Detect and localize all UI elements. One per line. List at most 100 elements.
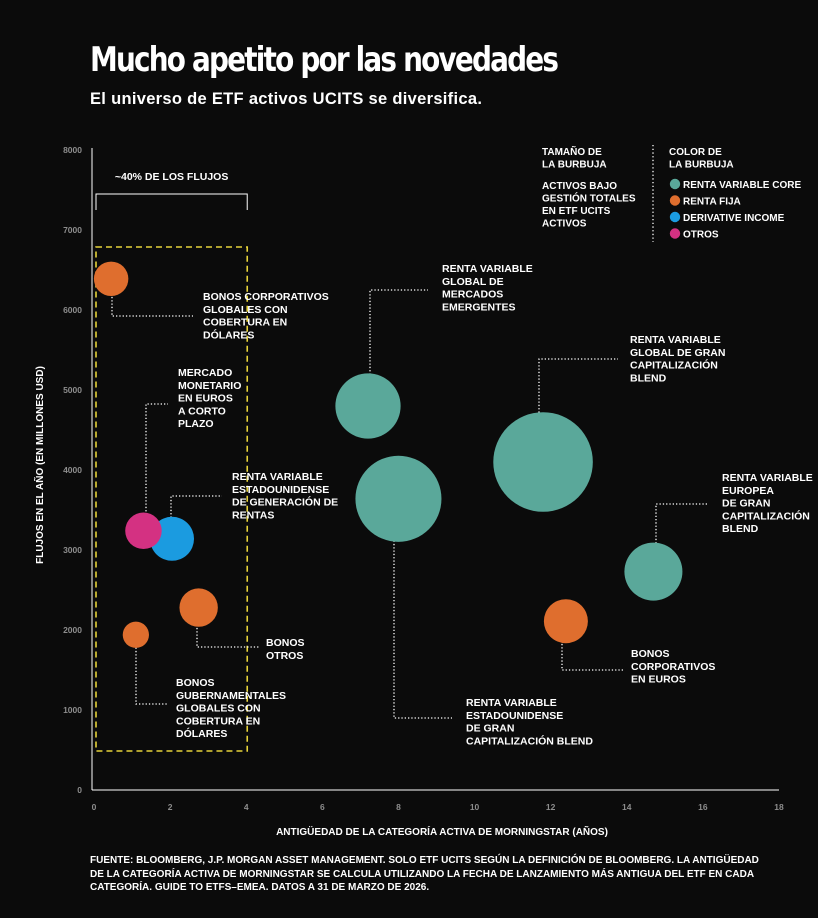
legend-size-description: ACTIVOS [542, 219, 587, 230]
bubble [355, 455, 442, 542]
x-tick-labels: 0 2 4 6 8 10 12 14 16 18 [92, 802, 784, 812]
bubble-label: PLAZO [178, 418, 214, 430]
x-tick-label: 8 [396, 802, 401, 812]
bubble-label: RENTA VARIABLE [466, 697, 557, 709]
bubble [493, 412, 593, 512]
y-axis-title: FLUJOS EN EL AÑO (EN MILLONES USD) [33, 366, 46, 564]
bubble-label: GLOBALES CON [203, 304, 288, 316]
bubble-label: EN EUROS [178, 393, 233, 405]
highlight-rect [95, 246, 249, 752]
leader-lines [111, 287, 708, 719]
bubble [122, 621, 149, 648]
y-tick-label: 6000 [63, 305, 82, 315]
x-tick-label: 16 [698, 802, 708, 812]
bubble-label: MONETARIO [178, 380, 241, 392]
x-axis-title: ANTIGÜEDAD DE LA CATEGORÍA ACTIVA DE MOR… [276, 825, 608, 838]
bubble [179, 588, 218, 627]
bracket-line [95, 193, 248, 210]
leader-line [135, 641, 168, 705]
bubble-label: MERCADO [178, 367, 232, 379]
bubble [335, 373, 401, 439]
leader-line [145, 403, 168, 518]
y-tick-label: 7000 [63, 225, 82, 235]
leader-line [655, 503, 708, 550]
legend-color-heading: COLOR DE [669, 147, 722, 158]
bubble-label: DE GRAN [466, 723, 514, 735]
bubble-label: RENTA VARIABLE [630, 334, 721, 346]
bubble-label: RENTA VARIABLE [722, 472, 813, 484]
bubble-label: BLEND [630, 372, 667, 384]
bubble-label: ESTADOUNIDENSE [466, 710, 563, 722]
x-tick-label: 0 [92, 802, 97, 812]
legend-size-description: EN ETF UCITS [542, 206, 611, 217]
bracket-label: ~40% DE LOS FLUJOS [115, 171, 229, 183]
bubble [624, 542, 683, 601]
y-tick-label: 2000 [63, 625, 82, 635]
legend-item-label: DERIVATIVE INCOME [683, 213, 785, 224]
flows-bracket: ~40% DE LOS FLUJOS [95, 171, 248, 210]
y-tick-label: 8000 [63, 145, 82, 155]
y-tick-labels: 0 1000 2000 3000 4000 5000 6000 7000 8000 [63, 145, 82, 795]
bubble-label: BONOS [176, 677, 215, 689]
bubble-label: BLEND [722, 523, 759, 535]
legend-swatch [669, 195, 681, 206]
x-tick-label: 12 [546, 802, 556, 812]
leader-line [111, 287, 193, 317]
bubble-label: DE GENERACIÓN DE [232, 496, 338, 509]
bubble-label: DE GRAN [722, 498, 770, 510]
bubble-label: COBERTURA EN [176, 715, 260, 727]
legend-item-label: RENTA FIJA [683, 197, 741, 208]
bubble-label: DÓLARES [176, 727, 227, 740]
bubble-label: EN EUROS [631, 674, 686, 686]
bubble-label: CAPITALIZACIÓN [722, 509, 810, 522]
bubble-label: COBERTURA EN [203, 317, 287, 329]
bubble-label: A CORTO [178, 405, 226, 417]
source-line: CATEGORÍA. GUIDE TO ETFS–EMEA. DATOS A 3… [90, 882, 430, 893]
bubble-label: EMERGENTES [442, 301, 516, 313]
legend-size-heading: TAMAÑO DE [542, 145, 602, 158]
y-tick-label: 4000 [63, 465, 82, 475]
chart-title: Mucho apetito por las novedades [90, 40, 559, 80]
bubble-label: RENTAS [232, 509, 274, 521]
legend-item-label: RENTA VARIABLE CORE [683, 180, 801, 191]
bubble-label: RENTA VARIABLE [442, 263, 533, 275]
bubble [543, 599, 588, 644]
legend-swatch [669, 211, 681, 223]
legend-swatch [669, 178, 681, 190]
leader-line [393, 534, 452, 719]
bubble [125, 512, 162, 550]
bubble-label: MERCADOS [442, 289, 503, 301]
chart-axes [91, 148, 779, 791]
bubble-label: CAPITALIZACIÓN [630, 359, 718, 372]
y-tick-label: 3000 [63, 545, 82, 555]
x-tick-label: 2 [168, 802, 173, 812]
bubble-label: RENTA VARIABLE [232, 471, 323, 483]
legend-size-description: GESTIÓN TOTALES [542, 192, 636, 205]
y-tick-label: 0 [77, 785, 82, 795]
bubble [93, 261, 129, 297]
bubble-label: BONOS CORPORATIVOS [203, 291, 329, 303]
legend-size-heading: LA BURBUJA [542, 160, 607, 171]
leader-line [170, 495, 222, 521]
x-tick-label: 10 [470, 802, 480, 812]
bubble-label: BONOS [631, 648, 670, 660]
chart-subtitle: El universo de ETF activos UCITS se dive… [90, 90, 483, 108]
bubble-label: CAPITALIZACIÓN BLEND [466, 734, 593, 747]
bubble-label: ESTADOUNIDENSE [232, 484, 329, 496]
bubbles [93, 261, 683, 648]
leader-line [538, 358, 618, 416]
x-tick-label: 14 [622, 802, 632, 812]
legend-color-heading: LA BURBUJA [669, 160, 734, 171]
x-tick-label: 4 [244, 802, 249, 812]
bubble-label: EUROPEA [722, 485, 774, 497]
bubble-label: BONOS [266, 637, 305, 649]
bubble-label: CORPORATIVOS [631, 661, 715, 673]
x-tick-label: 18 [774, 802, 784, 812]
legend-item-label: OTROS [683, 230, 719, 241]
source-line: FUENTE: BLOOMBERG, J.P. MORGAN ASSET MAN… [90, 855, 759, 866]
leader-line [369, 289, 428, 378]
bubble-label: DÓLARES [203, 328, 254, 341]
